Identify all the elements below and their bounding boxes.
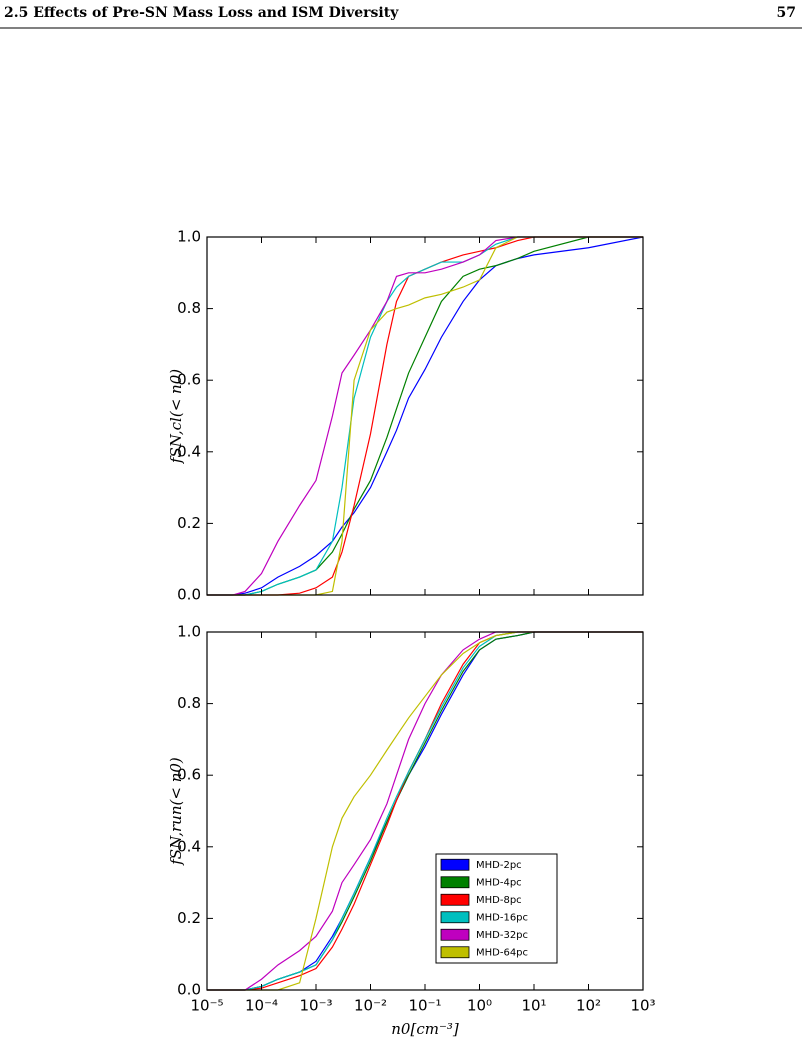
series-line [207, 631, 643, 991]
y-tick-label: 0.4 [177, 442, 201, 460]
series-line [207, 236, 644, 596]
legend-swatch [440, 928, 470, 941]
x-tick-label: 10¹ [521, 997, 546, 1015]
x-tick-label: 10⁰ [467, 997, 492, 1015]
y-tick-label: 0.4 [177, 837, 201, 855]
x-axis-label: n0[cm⁻³] [391, 1020, 459, 1038]
x-tick-label: 10⁻⁵ [190, 997, 223, 1015]
series-line [207, 236, 643, 596]
series-line [207, 631, 643, 991]
series-line [207, 631, 643, 991]
series-line [207, 236, 643, 596]
legend-swatch [440, 876, 470, 889]
y-tick-label: 0.0 [177, 586, 201, 604]
x-tick-label: 10³ [630, 997, 655, 1015]
x-tick-label: 10⁻¹ [408, 997, 441, 1015]
page-number: 57 [777, 5, 796, 21]
y-tick-label: 0.2 [177, 514, 201, 532]
legend-swatch [440, 911, 470, 924]
x-tick-label: 10⁻² [354, 997, 387, 1015]
series-line [207, 631, 643, 991]
axes-frame [206, 631, 644, 991]
legend-swatch [440, 946, 470, 959]
legend-swatch [440, 858, 470, 871]
legend-swatch [440, 893, 470, 906]
y-tick-label: 1.0 [177, 228, 201, 246]
y-tick-label: 0.8 [177, 694, 201, 712]
y-tick-label: 0.8 [177, 299, 201, 317]
y-tick-label: 1.0 [177, 623, 201, 641]
legend-label: MHD-64pc [476, 947, 528, 958]
series-line [207, 236, 643, 596]
legend-label: MHD-4pc [476, 877, 522, 888]
y-tick-label: 0.2 [177, 909, 201, 927]
x-tick-label: 10⁻⁴ [245, 997, 278, 1015]
series-line [207, 236, 643, 596]
x-tick-label: 10² [576, 997, 601, 1015]
series-line [207, 236, 643, 596]
y-tick-label: 0.6 [177, 371, 201, 389]
series-line [207, 631, 643, 991]
y-tick-label: 0.0 [177, 981, 201, 999]
legend-label: MHD-2pc [476, 860, 522, 871]
axes-frame [206, 236, 644, 596]
series-line [207, 631, 643, 991]
y-axis-label: fSN,run(< n0) [167, 757, 185, 866]
y-axis-label: fSN,cl(< n0) [167, 369, 185, 464]
legend-label: MHD-32pc [476, 930, 528, 941]
legend-label: MHD-8pc [476, 895, 522, 906]
legend-label: MHD-16pc [476, 912, 528, 923]
header-title: 2.5 Effects of Pre-SN Mass Loss and ISM … [4, 5, 399, 21]
x-tick-label: 10⁻³ [299, 997, 332, 1015]
y-tick-label: 0.6 [177, 766, 201, 784]
legend-box [435, 853, 558, 964]
